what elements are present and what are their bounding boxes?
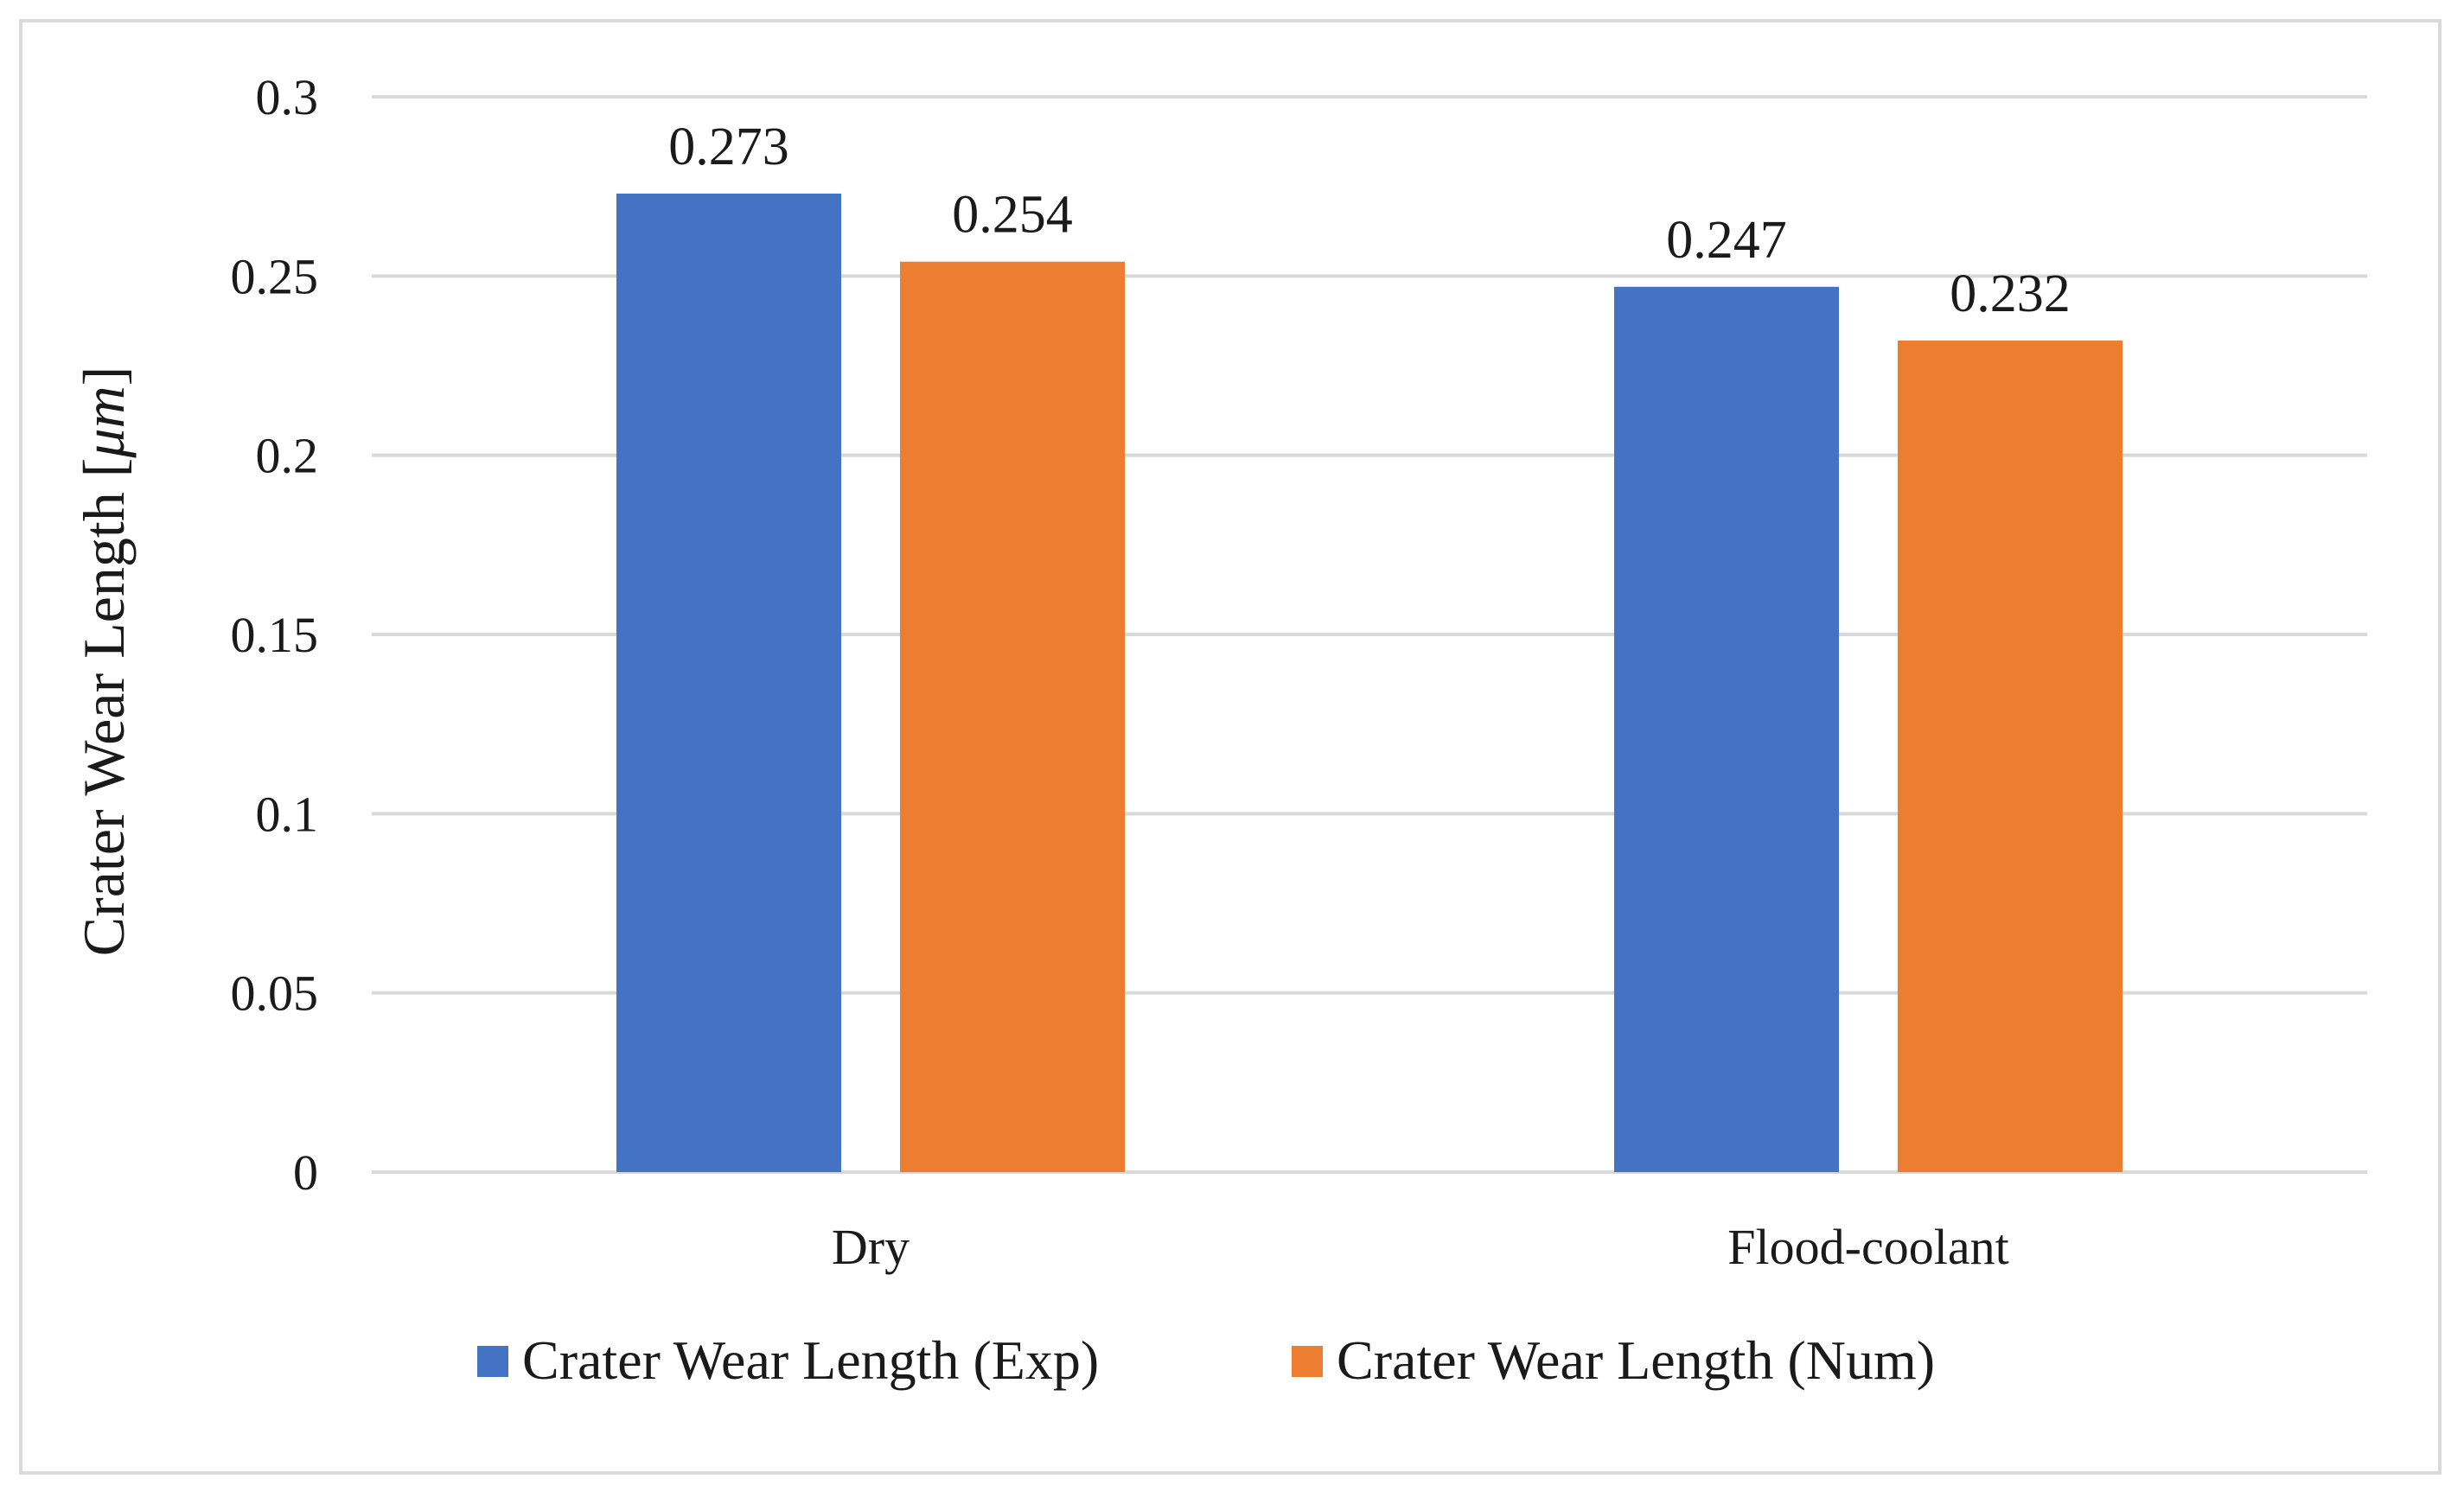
bar-data-label: 0.247: [1666, 211, 1787, 270]
legend-label: Crater Wear Length (Num): [1337, 1329, 1935, 1391]
y-tick-label: 0.2: [256, 428, 319, 484]
legend-label: Crater Wear Length (Exp): [522, 1329, 1099, 1391]
bar-data-label: 0.254: [952, 186, 1073, 245]
y-tick-label: 0.1: [256, 786, 319, 842]
y-axis-ticks: 0 0.05 0.1 0.15 0.2 0.25 0.3: [231, 69, 319, 1201]
x-tick-label: Flood-coolant: [1727, 1219, 2008, 1275]
data-labels: 0.273 0.254 0.247 0.232: [668, 118, 2071, 323]
bars: [616, 193, 2122, 1173]
legend-swatch: [477, 1346, 508, 1377]
y-tick-label: 0: [293, 1144, 318, 1201]
bar-data-label: 0.232: [1950, 265, 2071, 323]
y-axis-title-text: Crater Wear Length [: [71, 458, 137, 957]
y-tick-label: 0.25: [231, 248, 319, 304]
bar: [900, 261, 1125, 1172]
legend: Crater Wear Length (Exp) Crater Wear Leng…: [477, 1329, 1935, 1391]
bar: [1614, 286, 1839, 1173]
y-axis-title-close: ]: [71, 367, 137, 386]
y-tick-label: 0.15: [231, 607, 319, 663]
legend-swatch: [1292, 1346, 1323, 1377]
bar-data-label: 0.273: [668, 118, 789, 176]
y-tick-label: 0.05: [231, 966, 319, 1022]
x-axis-ticks: Dry Flood-coolant: [832, 1219, 2009, 1275]
bar: [1898, 340, 2122, 1172]
y-tick-label: 0.3: [256, 69, 319, 125]
x-tick-label: Dry: [832, 1219, 910, 1275]
y-axis-title-unit: μm: [71, 386, 137, 458]
bar: [616, 193, 841, 1173]
y-axis-title: Crater Wear Length [μm]: [71, 367, 137, 957]
